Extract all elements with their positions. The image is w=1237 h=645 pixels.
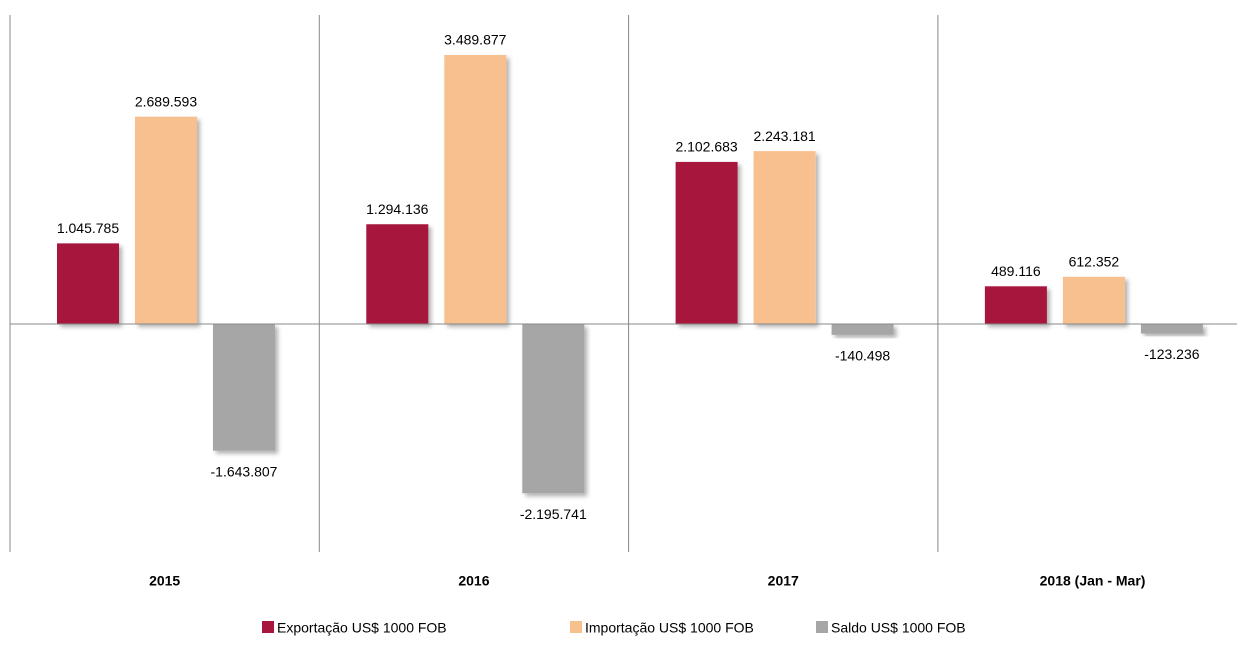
- bar: [213, 324, 275, 451]
- bar: [522, 324, 585, 494]
- bar: [444, 55, 507, 324]
- bar: [1062, 276, 1125, 324]
- data-label: 2.689.593: [135, 93, 197, 109]
- data-label: -1.643.807: [211, 463, 278, 479]
- bar: [675, 161, 738, 324]
- legend-swatch: [262, 621, 274, 633]
- legend-swatch: [816, 621, 828, 633]
- data-label: 3.489.877: [444, 32, 506, 48]
- legend-label: Importação US$ 1000 FOB: [585, 620, 754, 636]
- data-label: -123.236: [1144, 346, 1199, 362]
- data-label: 1.294.136: [366, 201, 428, 217]
- bar: [366, 224, 429, 324]
- bar: [831, 324, 894, 335]
- data-label: 489.116: [991, 263, 1041, 279]
- x-tick-label: 2015: [149, 573, 180, 589]
- bar: [1140, 324, 1203, 334]
- bar: [135, 116, 197, 324]
- legend-swatch: [570, 621, 582, 633]
- bar: [57, 243, 119, 324]
- bar: [753, 151, 816, 324]
- data-label: 612.352: [1069, 254, 1120, 270]
- data-label: 1.045.785: [57, 220, 119, 236]
- legend-label: Exportação US$ 1000 FOB: [277, 620, 447, 636]
- data-label: 2.102.683: [675, 139, 737, 155]
- legend-label: Saldo US$ 1000 FOB: [831, 620, 966, 636]
- x-tick-label: 2016: [458, 573, 489, 589]
- data-label: -140.498: [835, 348, 890, 364]
- data-label: -2.195.741: [520, 506, 587, 522]
- x-tick-label: 2018 (Jan - Mar): [1040, 573, 1146, 589]
- x-tick-label: 2017: [768, 573, 799, 589]
- bar: [984, 286, 1047, 324]
- data-label: 2.243.181: [753, 128, 815, 144]
